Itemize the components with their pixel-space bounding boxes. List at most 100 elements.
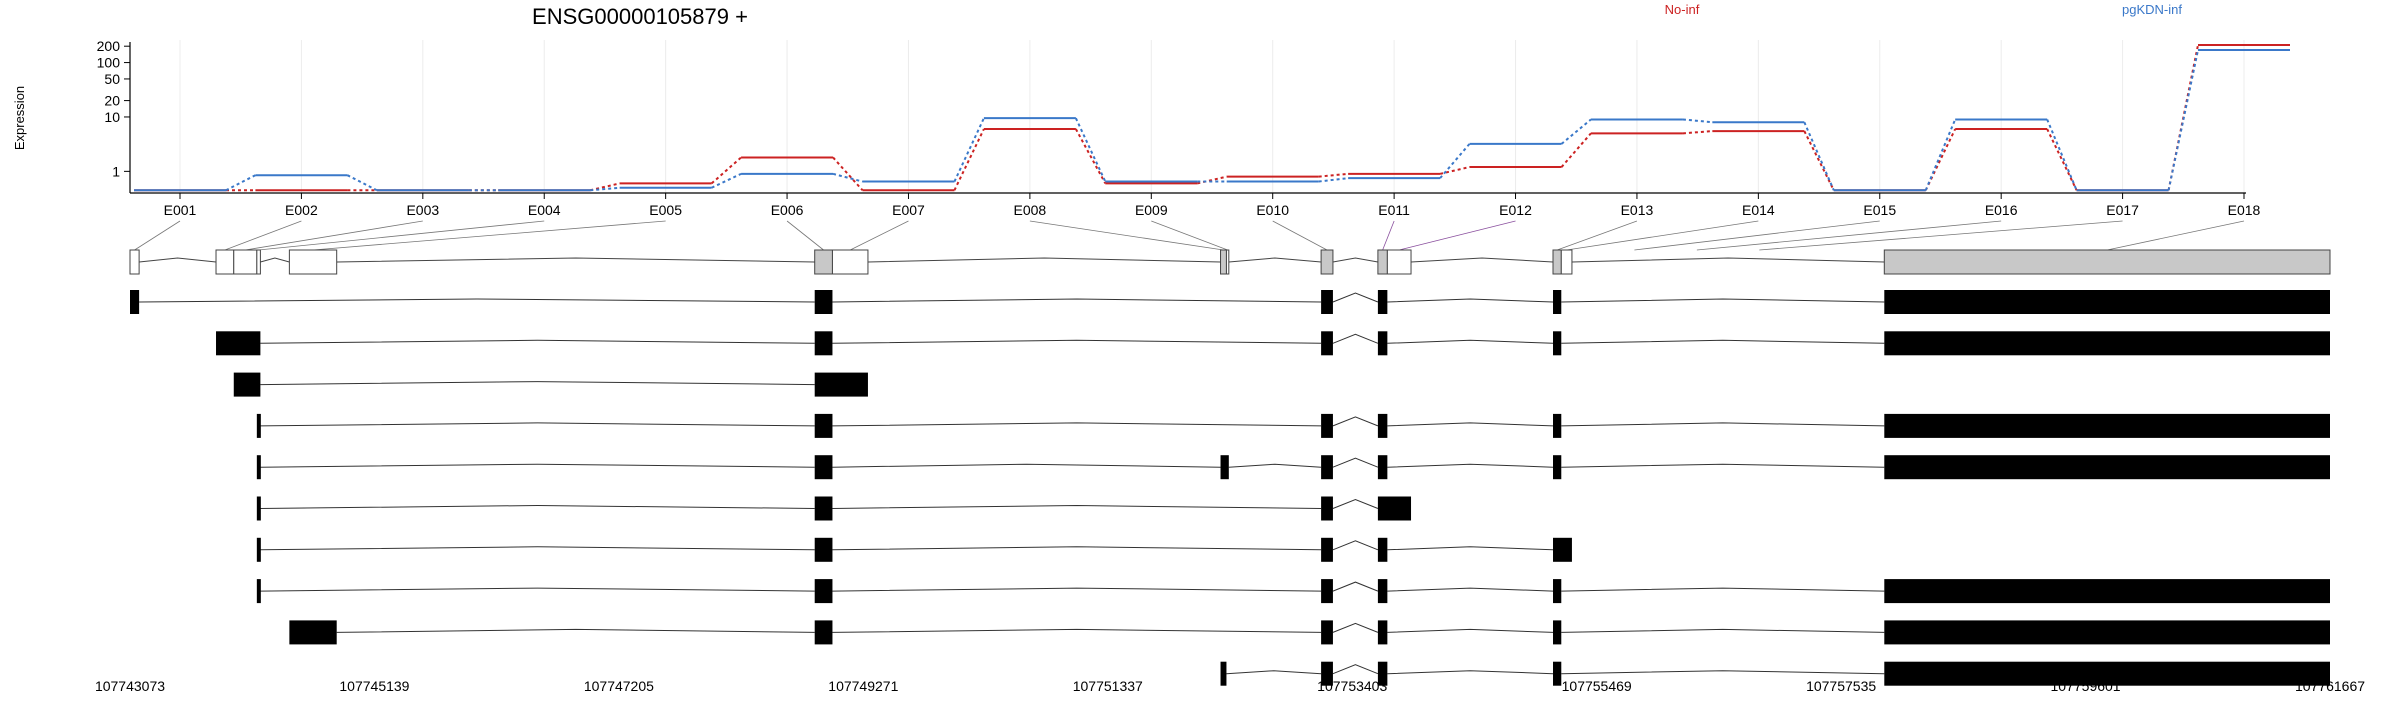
model-exon-e010: [1320, 249, 1334, 275]
x-tick-label: E006: [771, 202, 804, 218]
transcript-exon: [1377, 290, 1388, 314]
transcript-intron: [260, 339, 815, 344]
transcript-exon: [256, 413, 261, 438]
transcript-exon: [1884, 413, 2330, 438]
transcript-intron: [1561, 628, 1885, 633]
transcript-exon: [256, 579, 261, 604]
genome-tick-label: 107743073: [95, 678, 165, 694]
transcript-intron: [1561, 422, 1885, 427]
model-intron: [1228, 257, 1322, 263]
model-intron: [867, 257, 1221, 263]
genome-coordinate-axis: 107743073 107745139 107747205 107749271 1077…: [95, 678, 2365, 694]
transcript-exon: [1884, 455, 2330, 480]
transcript-exon: [1553, 537, 1572, 562]
transcript-intron: [1332, 622, 1379, 633]
series-no-inf-connector: [832, 156, 864, 191]
series-pgkdn-inf-connector: [953, 117, 985, 182]
exon-connector-line: [1759, 220, 2123, 251]
model-intron: [1571, 257, 1885, 263]
transcript-exon: [256, 496, 261, 521]
transcript-intron: [1387, 546, 1554, 551]
model-exon-e006: [814, 249, 833, 275]
transcript-exon: [1553, 413, 1562, 438]
genome-tick-label: 107751337: [1073, 678, 1143, 694]
series-no-inf-connector: [1075, 128, 1107, 184]
transcript-exon: [814, 372, 868, 397]
transcript-exon: [1321, 331, 1333, 356]
series-pgkdn-inf-connector: [1560, 118, 1592, 145]
model-intron: [260, 257, 290, 263]
transcript-exon: [1377, 331, 1388, 356]
series-pgkdn-inf-connector: [346, 174, 378, 192]
series-pgkdn-inf-connector: [1682, 118, 1713, 124]
exon-connector-line: [134, 220, 181, 251]
transcript-intron: [1561, 298, 1885, 303]
model-exon-e002: [215, 249, 235, 275]
y-tick-label: 20: [104, 93, 120, 109]
transcript-exon: [1377, 455, 1388, 480]
y-tick-label: 200: [97, 38, 121, 54]
transcript-intron: [1561, 339, 1885, 344]
transcript-intron: [1561, 670, 1885, 675]
y-tick-label: 10: [104, 109, 120, 125]
exon-connector-line: [1557, 220, 1638, 251]
exon-connector-line: [1382, 220, 1395, 251]
model-exon-e014: [1560, 249, 1573, 275]
transcript-intron: [832, 339, 1322, 344]
exon-connector-line: [1272, 220, 1328, 251]
series-no-inf-connector: [710, 156, 742, 185]
y-tick-label: 50: [104, 71, 120, 87]
transcript-intron: [832, 504, 1322, 509]
transcript-intron: [1226, 670, 1322, 675]
transcript-intron: [1332, 664, 1379, 675]
model-exon-e003: [233, 249, 258, 275]
transcript-intron: [1332, 581, 1379, 592]
transcript-exon: [1553, 331, 1562, 356]
transcript-exon: [1884, 661, 2330, 686]
model-exon-e012: [1386, 249, 1412, 275]
transcript-exon: [216, 331, 261, 356]
series-no-inf-connector: [1197, 175, 1227, 185]
series-pgkdn-inf-connector: [1074, 117, 1107, 182]
x-tick-label: E009: [1135, 202, 1168, 218]
transcript-intron: [1387, 339, 1554, 344]
series-pgkdn-inf-connector: [832, 172, 863, 183]
exon-connector-line: [1399, 220, 1516, 251]
transcript-exon: [1884, 620, 2330, 645]
series-pgkdn-inf-connector: [1439, 143, 1471, 179]
transcript-exon: [1553, 290, 1562, 314]
x-tick-label: E015: [1863, 202, 1896, 218]
series-no-inf-connector: [590, 182, 620, 192]
series-no-inf-connector: [1318, 172, 1349, 178]
transcript-intron: [1387, 422, 1554, 427]
transcript-exon: [130, 290, 140, 314]
model-exon-e007: [831, 249, 869, 275]
transcript-intron: [832, 422, 1322, 427]
model-exon-e008: [1220, 249, 1227, 275]
transcript-exon: [1321, 496, 1333, 521]
series-no-inf-connector: [1560, 132, 1592, 168]
x-tick-label: E014: [1742, 202, 1775, 218]
x-tick-label: E003: [406, 202, 439, 218]
x-tick-label: E008: [1014, 202, 1047, 218]
transcript-exon: [814, 537, 833, 562]
transcript-intron: [260, 463, 815, 468]
transcript-intron: [260, 504, 815, 509]
transcript-exon: [1321, 413, 1333, 438]
exon-connector-line: [313, 220, 666, 251]
transcript-intron: [260, 381, 815, 386]
transcript-exon: [814, 331, 833, 356]
series-no-inf-connector: [2046, 128, 2078, 191]
transcript-exon: [1377, 413, 1388, 438]
transcript-exon: [1220, 661, 1227, 686]
exon-connector-line: [224, 220, 302, 251]
x-tick-label: E012: [1499, 202, 1532, 218]
exon-connector-line: [1696, 220, 2002, 251]
transcript-intron: [1387, 298, 1554, 303]
transcript-exon: [1321, 455, 1333, 480]
exon-connector-line: [1634, 220, 1880, 251]
x-tick-label: E018: [2228, 202, 2261, 218]
transcript-intron: [260, 546, 815, 551]
exon-connector-line: [1029, 220, 1224, 251]
